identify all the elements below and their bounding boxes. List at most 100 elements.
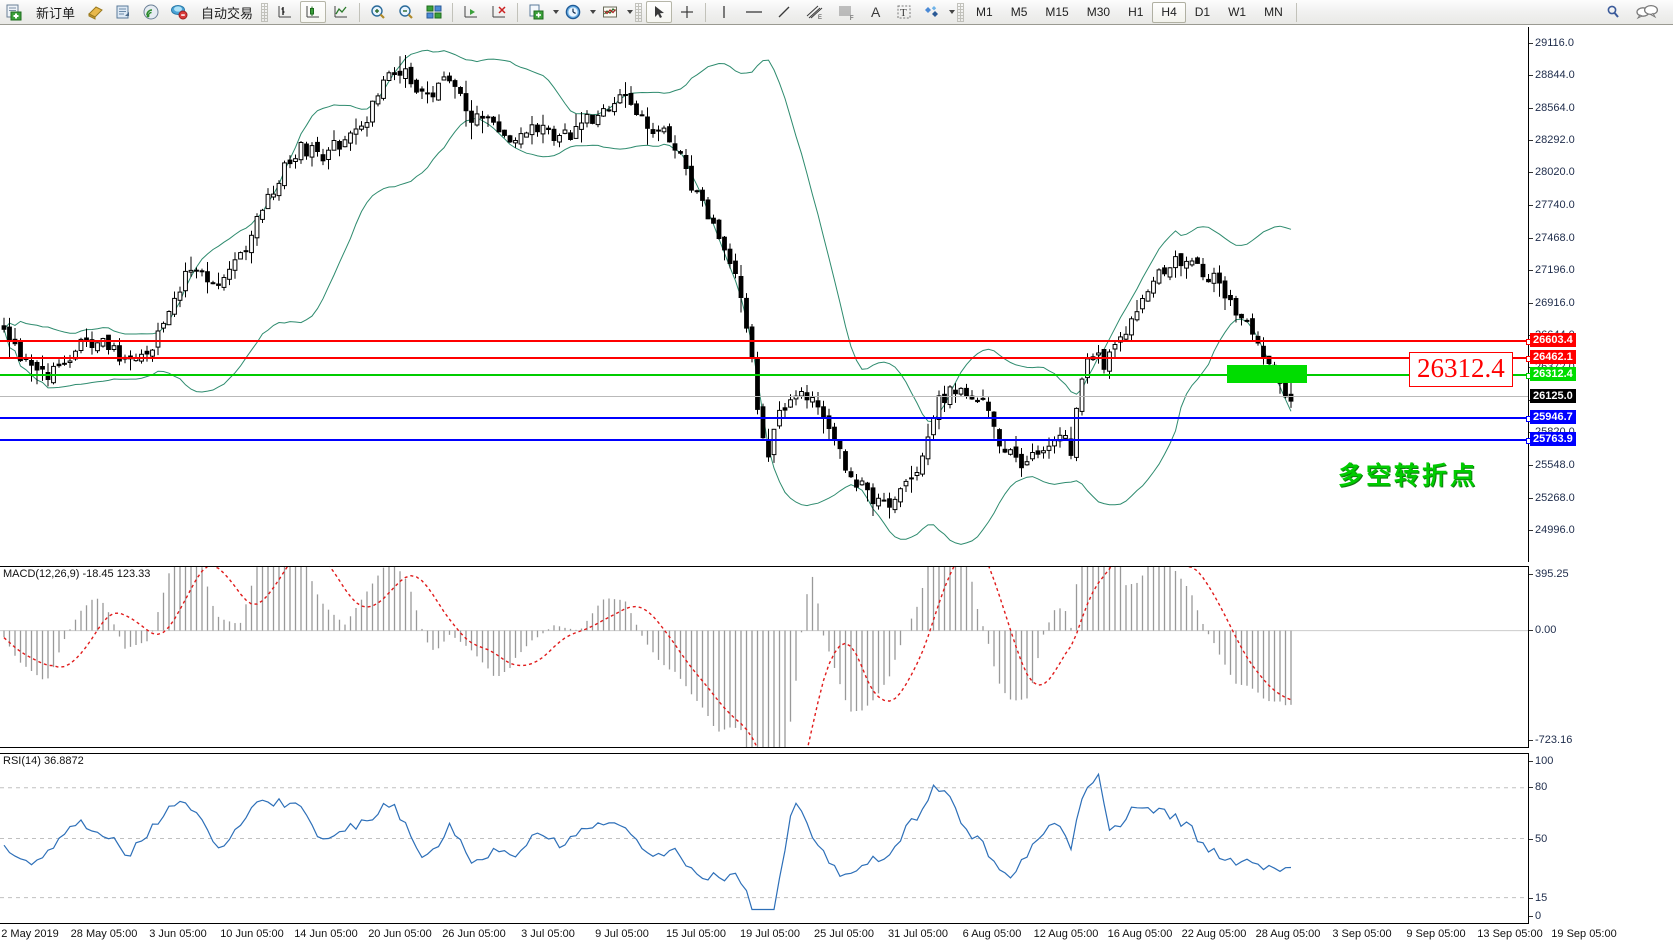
expert-advisors-icon[interactable] [82, 1, 108, 23]
fibonacci-icon[interactable]: F [831, 1, 861, 23]
text-label-icon[interactable]: T [891, 1, 917, 23]
time-axis[interactable]: 2 May 2019 28 May 05:00 3 Jun 05:00 10 Jun … [0, 925, 1673, 946]
toolbar-grip[interactable] [635, 2, 643, 22]
zoom-out-icon[interactable] [393, 1, 419, 23]
timeframe-d1[interactable]: D1 [1186, 2, 1219, 23]
time-axis-label: 26 Jun 05:00 [442, 928, 506, 940]
axis-tick [1529, 761, 1533, 762]
macd-pane[interactable]: MACD(12,26,9) -18.45 123.33 [0, 566, 1528, 748]
text-icon[interactable]: A [863, 1, 889, 23]
tile-windows-icon[interactable] [421, 1, 447, 23]
toolbar-separator [1295, 2, 1297, 22]
macd-axis-label: -723.16 [1535, 734, 1573, 746]
timeframe-h4[interactable]: H4 [1152, 1, 1186, 23]
price-axis-label: 28020.0 [1535, 166, 1575, 179]
time-axis-label: 3 Jun 05:00 [149, 928, 207, 940]
price-tag-resistance[interactable]: 26462.1 [1530, 349, 1576, 364]
chevron-down-icon[interactable] [553, 10, 560, 14]
period-icon[interactable] [560, 1, 586, 23]
chat-icon[interactable] [1630, 1, 1664, 23]
time-axis-label: 6 Aug 05:00 [962, 928, 1022, 940]
price-axis[interactable]: 29116.0 28844.0 28564.0 28292.0 28020.0 27740… [1528, 27, 1673, 562]
toolbar-grip[interactable] [261, 2, 269, 22]
price-tag-resistance[interactable]: 26603.4 [1530, 332, 1576, 347]
timeframe-m5[interactable]: M5 [1002, 2, 1037, 23]
price-axis-label: 27196.0 [1535, 263, 1575, 276]
new-order-button[interactable]: 新订单 [29, 1, 80, 23]
templates-icon[interactable] [523, 1, 549, 23]
indicators-icon[interactable] [597, 1, 623, 23]
timeframe-mn[interactable]: MN [1255, 2, 1292, 23]
timeframe-label: M5 [1010, 5, 1028, 19]
price-axis-label: 27740.0 [1535, 199, 1575, 212]
cursor-icon[interactable] [646, 1, 673, 23]
search-icon[interactable] [1600, 1, 1628, 23]
new-order-label: 新订单 [36, 5, 76, 21]
price-tag-support[interactable]: 25763.9 [1530, 432, 1576, 447]
time-axis-label: 9 Sep 05:00 [1406, 928, 1466, 940]
time-axis-label: 31 Jul 05:00 [888, 928, 948, 940]
objects-icon[interactable] [919, 1, 945, 23]
price-axis-label: 24996.0 [1535, 523, 1575, 536]
price-line-support[interactable] [0, 438, 1532, 445]
toolbar-grip[interactable] [957, 2, 965, 22]
chevron-down-icon[interactable] [627, 10, 634, 14]
trendline-icon[interactable] [771, 1, 797, 23]
axis-tick [1529, 205, 1533, 207]
auto-scroll-icon[interactable] [486, 1, 512, 23]
timeframe-m30[interactable]: M30 [1078, 2, 1119, 23]
axis-tick [1529, 74, 1533, 76]
rsi-pane[interactable]: RSI(14) 36.8872 [0, 753, 1528, 924]
chevron-down-icon[interactable] [590, 10, 597, 14]
axis-tick [1529, 898, 1533, 900]
chart-shift-icon[interactable] [458, 1, 484, 23]
pivot-zone-rectangle[interactable] [1227, 365, 1307, 384]
macd-axis-label: 395.25 [1535, 568, 1569, 580]
macd-title: MACD(12,26,9) -18.45 123.33 [3, 568, 151, 580]
chinese-annotation: 多空转折点 [1338, 461, 1479, 491]
price-tag-pivot[interactable]: 26312.4 [1530, 367, 1576, 382]
price-tag-support[interactable]: 25946.7 [1530, 410, 1576, 425]
toolbar-separator [359, 2, 361, 22]
auto-trading-button[interactable]: 自动交易 [194, 1, 258, 23]
line-chart-icon[interactable] [328, 1, 354, 23]
chevron-down-icon[interactable] [949, 10, 956, 14]
price-chart-pane[interactable] [0, 27, 1528, 562]
time-axis-label: 28 Aug 05:00 [1255, 928, 1321, 940]
price-line-resistance[interactable] [0, 355, 1532, 362]
time-axis-label: 19 Jul 05:00 [740, 928, 800, 940]
axis-tick [1529, 574, 1533, 575]
timeframe-w1[interactable]: W1 [1219, 2, 1255, 23]
macd-axis[interactable]: 395.25 0.00 -723.16 [1528, 566, 1673, 748]
price-line-resistance[interactable] [0, 338, 1532, 345]
price-tag-last-price[interactable]: 26125.0 [1530, 389, 1576, 404]
price-line-last-price[interactable] [0, 396, 1528, 398]
rsi-axis[interactable]: 100 80 50 15 0 [1528, 753, 1673, 924]
price-axis-label: 25268.0 [1535, 491, 1575, 504]
timeframe-m15[interactable]: M15 [1036, 2, 1077, 23]
timeframe-label: M1 [976, 5, 993, 19]
data-window-icon[interactable] [110, 1, 136, 23]
equidistant-channel-icon[interactable]: E [799, 1, 829, 23]
timeframe-label: MN [1264, 5, 1283, 19]
time-axis-label: 13 Sep 05:00 [1477, 928, 1543, 940]
signals-icon[interactable] [138, 1, 164, 23]
new-order-icon[interactable] [1, 1, 27, 23]
time-axis-label: 3 Sep 05:00 [1332, 928, 1392, 940]
rsi-canvas [0, 772, 1528, 911]
timeframe-m1[interactable]: M1 [967, 2, 1002, 23]
timeframe-h1[interactable]: H1 [1119, 2, 1152, 23]
rsi-axis-label: 80 [1535, 781, 1548, 794]
zoom-in-icon[interactable] [365, 1, 391, 23]
horizontal-line-icon[interactable] [739, 1, 769, 23]
time-axis-label: 10 Jun 05:00 [220, 928, 284, 940]
time-axis-label: 2 May 2019 [1, 928, 59, 940]
auto-trading-icon[interactable] [166, 1, 192, 23]
vertical-line-icon[interactable] [711, 1, 737, 23]
price-line-support[interactable] [0, 416, 1532, 423]
price-callout[interactable]: 26312.4 [1409, 352, 1513, 387]
timeframe-label: H1 [1128, 5, 1144, 19]
crosshair-icon[interactable] [674, 1, 700, 23]
candlestick-chart-icon[interactable] [300, 1, 327, 23]
bar-chart-icon[interactable] [272, 1, 298, 23]
